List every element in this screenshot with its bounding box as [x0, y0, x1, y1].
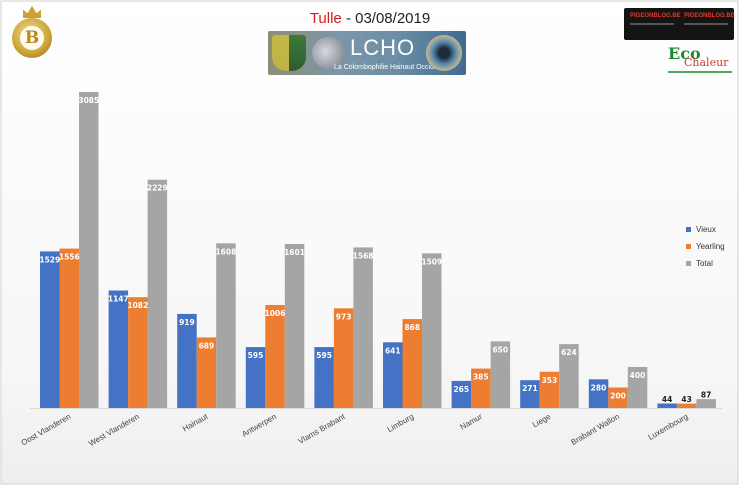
bar-vieux-antwerpen — [245, 347, 266, 408]
title-race: Tulle — [309, 10, 342, 27]
legend-entry-total: Total — [686, 255, 725, 272]
data-label-total-limburg: 1509 — [421, 257, 442, 266]
ad-left-text: PIGEONBLOG.BE — [630, 13, 681, 19]
bar-total-oost-vlanderen — [79, 92, 99, 408]
ad-right-text: PIGEONBLOG.BE — [684, 13, 735, 19]
bar-total-luxembourg — [696, 399, 716, 408]
bar-total-limburg — [422, 253, 442, 408]
bar-yearling-vlams-brabant — [333, 308, 354, 408]
bar-total-antwerpen — [284, 244, 305, 408]
bar-vieux-oost-vlanderen — [40, 251, 60, 408]
data-label-yearling-limburg: 868 — [404, 323, 420, 332]
data-label-total-liege: 624 — [561, 348, 577, 357]
bar-total-namur — [490, 341, 511, 408]
crest-stripe — [272, 35, 289, 71]
legend-label-yearling: Yearling — [696, 242, 725, 251]
data-label-total-antwerpen: 1601 — [284, 248, 305, 257]
legend-label-total: Total — [696, 259, 713, 268]
data-label-yearling-vlams-brabant: 973 — [336, 312, 352, 321]
ad-divider-right — [684, 23, 728, 25]
bar-yearling-west-vlanderen — [128, 297, 148, 408]
data-label-vieux-vlams-brabant: 595 — [316, 351, 332, 360]
bar-vieux-namur — [451, 380, 472, 408]
eco-underline — [668, 71, 732, 73]
bar-vieux-hainaut — [177, 313, 197, 408]
club-logo: B — [10, 6, 54, 58]
bar-yearling-luxembourg — [676, 403, 697, 408]
data-label-total-brabant-wallon: 400 — [630, 371, 646, 380]
legend-swatch-vieux — [686, 227, 691, 232]
data-label-yearling-west-vlanderen: 1082 — [127, 301, 148, 310]
bar-vieux-brabant-wallon — [588, 379, 609, 408]
data-label-vieux-brabant-wallon: 280 — [591, 383, 607, 392]
bar-vieux-limburg — [383, 342, 403, 408]
data-label-total-west-vlanderen: 2229 — [147, 184, 168, 193]
bar-yearling-antwerpen — [265, 305, 285, 408]
data-label-vieux-hainaut: 919 — [179, 318, 195, 327]
pigeon-icon — [312, 37, 346, 69]
bar-vieux-liege — [520, 380, 540, 408]
data-label-yearling-luxembourg: 43 — [681, 395, 691, 404]
bar-yearling-hainaut — [196, 337, 217, 408]
chart-legend: Vieux Yearling Total — [686, 221, 725, 272]
bar-total-west-vlanderen — [147, 179, 168, 408]
bar-yearling-limburg — [402, 319, 422, 408]
data-label-vieux-liege: 271 — [522, 384, 538, 393]
eco-chaleur-logo: Eco Chaleur — [666, 44, 736, 80]
data-label-vieux-namur: 265 — [453, 385, 469, 394]
data-label-vieux-luxembourg: 44 — [662, 395, 672, 404]
bar-yearling-brabant-wallon — [608, 387, 628, 408]
data-label-total-luxembourg: 87 — [701, 391, 711, 400]
logo-letter: B — [20, 26, 44, 50]
crown-icon — [23, 6, 41, 18]
data-label-total-namur: 650 — [492, 345, 508, 354]
data-label-total-oost-vlanderen: 3085 — [78, 96, 99, 105]
banner-title: LCHO — [350, 35, 416, 60]
data-label-total-vlams-brabant: 1568 — [353, 251, 374, 260]
legend-swatch-yearling — [686, 244, 691, 249]
data-label-yearling-brabant-wallon: 200 — [610, 392, 626, 401]
banner-subtitle: La Colombophilie Hainaut Occidental — [334, 64, 450, 71]
bar-yearling-namur — [471, 368, 491, 408]
data-label-vieux-limburg: 641 — [385, 346, 401, 355]
data-label-total-hainaut: 1608 — [215, 247, 236, 256]
data-label-vieux-antwerpen: 595 — [248, 351, 264, 360]
data-label-yearling-namur: 385 — [473, 373, 489, 382]
legend-swatch-total — [686, 261, 691, 266]
legend-entry-yearling: Yearling — [686, 238, 725, 255]
data-label-yearling-antwerpen: 1006 — [265, 309, 286, 318]
bar-yearling-liege — [539, 371, 560, 408]
data-label-yearling-liege: 353 — [542, 376, 558, 385]
bar-vieux-west-vlanderen — [108, 290, 129, 408]
bar-total-liege — [559, 344, 579, 408]
data-label-vieux-oost-vlanderen: 1529 — [39, 255, 60, 264]
legend-entry-vieux: Vieux — [686, 221, 725, 238]
data-label-vieux-west-vlanderen: 1147 — [108, 295, 129, 304]
bar-vieux-vlams-brabant — [314, 347, 334, 408]
eco-sub: Chaleur — [684, 56, 729, 69]
lcho-banner: LCHO La Colombophilie Hainaut Occidental — [268, 31, 466, 75]
bar-total-hainaut — [216, 243, 236, 408]
bar-yearling-oost-vlanderen — [59, 248, 79, 408]
eco-word: Eco — [668, 44, 701, 63]
title-date: - 03/08/2019 — [341, 10, 431, 27]
bar-total-vlams-brabant — [353, 247, 373, 408]
legend-label-vieux: Vieux — [696, 225, 716, 234]
bar-total-brabant-wallon — [627, 367, 648, 408]
data-label-yearling-hainaut: 689 — [199, 341, 215, 350]
pigeonblog-ad[interactable]: PIGEONBLOG.BE PIGEONBLOG.BE — [624, 8, 735, 40]
chart-title: Tulle - 03/08/2019 — [240, 10, 500, 27]
ad-divider-left — [630, 23, 674, 25]
data-label-yearling-oost-vlanderen: 1556 — [59, 253, 80, 262]
pigeon-eye-icon — [426, 35, 462, 71]
bar-vieux-luxembourg — [657, 403, 677, 408]
